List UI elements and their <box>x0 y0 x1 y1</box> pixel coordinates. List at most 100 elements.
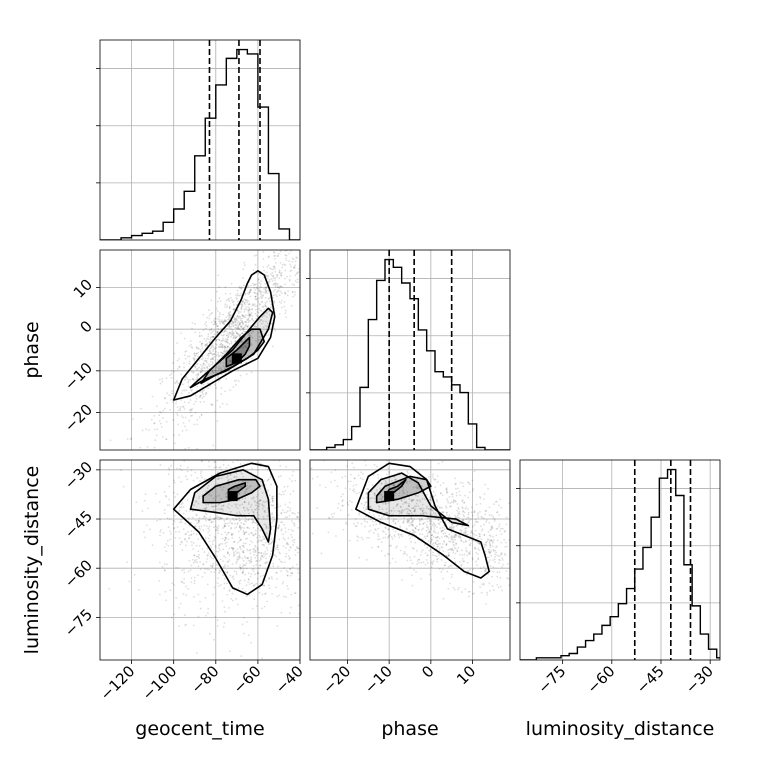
scatter-point <box>212 593 215 596</box>
scatter-point <box>417 529 420 531</box>
scatter-point <box>329 612 331 614</box>
scatter-point <box>242 632 245 635</box>
scatter-point <box>471 558 474 561</box>
scatter-point <box>222 362 225 365</box>
scatter-point <box>243 527 246 529</box>
scatter-point <box>195 544 198 547</box>
scatter-point <box>275 273 278 276</box>
scatter-point <box>495 551 498 554</box>
scatter-point <box>496 583 499 586</box>
scatter-point <box>283 242 285 244</box>
scatter-point <box>224 327 227 330</box>
scatter-point <box>450 523 453 526</box>
scatter-point <box>242 523 245 526</box>
scatter-point <box>442 550 445 553</box>
scatter-point <box>261 301 264 304</box>
scatter-point <box>238 526 241 529</box>
scatter-point <box>210 546 213 549</box>
scatter-point <box>183 460 186 462</box>
scatter-point <box>410 523 412 525</box>
scatter-point <box>240 538 242 541</box>
scatter-point <box>483 498 485 501</box>
scatter-point <box>242 268 245 271</box>
scatter-point <box>190 447 192 449</box>
scatter-point <box>476 541 479 544</box>
scatter-point <box>160 372 162 374</box>
panel-frame <box>99 249 301 451</box>
scatter-point <box>230 528 232 530</box>
scatter-point <box>224 329 226 332</box>
scatter-point <box>231 533 233 536</box>
scatter-point <box>373 492 376 495</box>
scatter-point <box>159 422 162 425</box>
scatter-point <box>223 322 225 325</box>
scatter-point <box>242 564 245 567</box>
scatter-point <box>385 502 387 505</box>
panel-frame <box>309 249 511 451</box>
scatter-point <box>261 503 264 506</box>
scatter-point <box>371 484 374 487</box>
scatter-point <box>178 537 181 540</box>
scatter-point <box>265 526 268 528</box>
scatter-point <box>108 587 111 590</box>
scatter-point <box>266 300 268 303</box>
scatter-point <box>226 593 229 596</box>
scatter-point <box>396 504 399 506</box>
scatter-point <box>240 321 243 324</box>
scatter-point <box>472 533 475 535</box>
histogram-bin <box>226 58 237 240</box>
scatter-point <box>505 516 508 519</box>
scatter-point <box>454 533 457 536</box>
scatter-point <box>219 322 221 325</box>
scatter-point <box>425 530 428 532</box>
scatter-point <box>445 511 448 514</box>
scatter-point <box>201 460 203 462</box>
scatter-point <box>251 607 254 610</box>
scatter-point <box>280 512 283 515</box>
scatter-point <box>338 227 340 229</box>
scatter-point <box>499 585 502 588</box>
scatter-point <box>283 291 286 294</box>
scatter-point <box>272 520 274 523</box>
scatter-point <box>403 508 406 511</box>
scatter-point <box>331 516 334 518</box>
scatter-point <box>242 475 245 478</box>
scatter-point <box>471 489 474 492</box>
scatter-point <box>225 466 228 469</box>
scatter-point <box>462 560 465 562</box>
contour-level-1 <box>225 336 251 368</box>
scatter-point <box>261 300 263 303</box>
scatter-point <box>448 540 451 543</box>
contour-level-4 <box>355 462 490 579</box>
scatter-point <box>222 504 225 507</box>
scatter-point <box>161 565 164 568</box>
scatter-point <box>205 506 208 509</box>
scatter-point <box>214 369 217 372</box>
scatter-point <box>206 568 209 571</box>
scatter-point <box>287 543 290 546</box>
scatter-point <box>409 556 411 559</box>
scatter-point <box>202 517 205 520</box>
scatter-point <box>201 575 204 578</box>
scatter-point <box>455 534 458 537</box>
scatter-point <box>447 554 450 557</box>
scatter-point <box>453 544 456 547</box>
scatter-point <box>205 343 208 346</box>
scatter-point <box>168 498 171 501</box>
scatter-point <box>214 517 217 520</box>
scatter-point <box>467 496 470 499</box>
scatter-point <box>378 505 380 507</box>
scatter-point <box>201 393 204 395</box>
scatter-point <box>499 498 502 501</box>
scatter-point <box>266 468 269 471</box>
scatter-point <box>266 552 268 555</box>
scatter-point <box>247 519 250 522</box>
scatter-point <box>249 505 252 508</box>
scatter-point <box>193 554 196 557</box>
scatter-point <box>239 545 242 548</box>
scatter-point <box>226 339 228 342</box>
scatter-point <box>237 380 240 382</box>
scatter-point <box>430 525 433 528</box>
scatter-point <box>212 348 215 351</box>
